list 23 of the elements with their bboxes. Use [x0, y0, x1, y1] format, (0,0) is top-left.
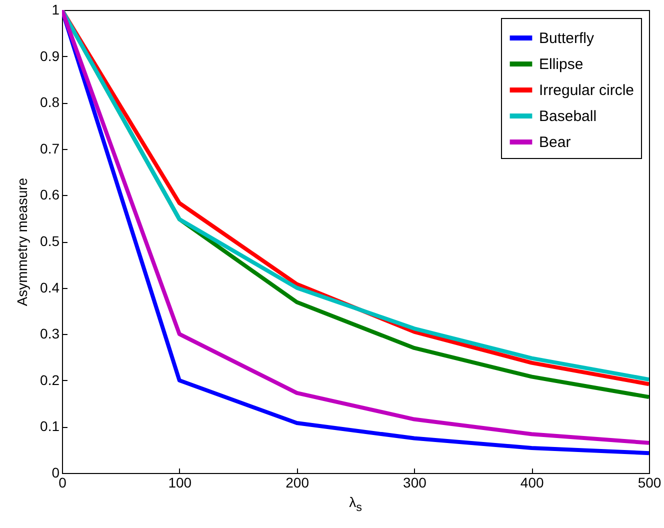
legend-label: Butterfly — [539, 30, 595, 47]
y-tick-label: 1 — [52, 2, 60, 18]
y-tick-label: 0 — [52, 464, 60, 480]
y-tick-label: 0.3 — [40, 326, 60, 342]
x-tick-label: 100 — [168, 474, 192, 490]
y-tick-label: 0.5 — [40, 233, 60, 249]
y-tick-label: 0.8 — [40, 94, 60, 110]
y-tick-label: 0.2 — [40, 372, 60, 388]
x-tick-label: 500 — [638, 474, 662, 490]
x-tick-label: 400 — [520, 474, 544, 490]
legend-label: Irregular circle — [539, 82, 634, 99]
legend-label: Ellipse — [539, 56, 584, 73]
y-axis-title: Asymmetry measure — [14, 178, 30, 306]
y-tick-label: 0.1 — [40, 418, 60, 434]
y-tick-label: 0.9 — [40, 48, 60, 64]
x-axis-title: λ$_{s}$ — [348, 494, 363, 514]
x-tick-label: 300 — [403, 474, 427, 490]
x-tick-label: 200 — [286, 474, 310, 490]
y-tick-label: 0.7 — [40, 140, 60, 156]
y-tick-label: 0.6 — [40, 186, 60, 203]
legend-label: Baseball — [539, 108, 597, 125]
y-tick-label: 0.4 — [40, 279, 60, 296]
legend-label: Bear — [539, 134, 571, 151]
